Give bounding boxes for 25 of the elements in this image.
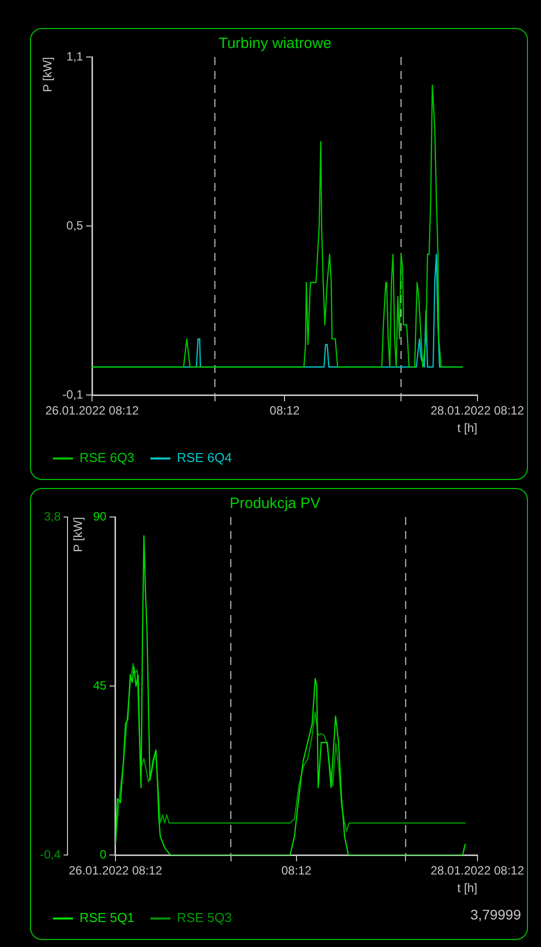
y-axis-title: P [kW] [40, 57, 55, 92]
x-axis-title: t [h] [457, 881, 478, 896]
y-axis-title: P [kW] [71, 517, 86, 552]
legend-label: RSE 6Q3 [80, 450, 134, 466]
x-tick-label: 26.01.2022 08:12 [68, 864, 162, 878]
y2-tick-label: 3,8 [44, 509, 61, 524]
y-tick-label: -0,1 [62, 388, 84, 402]
x-tick-label: 28.01.2022 08:12 [430, 404, 524, 418]
y-tick-label: 0 [100, 848, 107, 862]
text: 3,79999 [470, 906, 522, 922]
x-tick-label: 08:12 [270, 404, 300, 418]
y2-tick-label: -0,4 [40, 848, 61, 862]
y-tick-label: 45 [93, 678, 107, 692]
x-tick-label: 26.01.2022 08:12 [45, 404, 140, 418]
y-tick-label: 0,5 [66, 218, 84, 232]
legend-label: RSE 6Q4 [176, 450, 232, 466]
chart-title: Produkcja PV [230, 495, 320, 512]
y-tick-label: 90 [93, 509, 107, 524]
x-tick-label: 08:12 [281, 864, 312, 878]
y-tick-label: 1,1 [66, 49, 84, 64]
legend-label: RSE 5Q3 [176, 910, 232, 926]
x-tick-label: 28.01.2022 08:12 [430, 864, 524, 878]
legend-label: RSE 5Q1 [80, 910, 134, 926]
x-axis-title: t [h] [457, 421, 478, 436]
chart-title: Turbiny wiatrowe [218, 35, 332, 52]
